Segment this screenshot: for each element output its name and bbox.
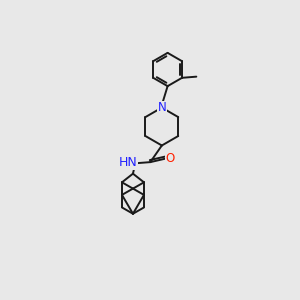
Text: O: O xyxy=(165,152,175,165)
Text: N: N xyxy=(158,101,166,114)
Text: HN: HN xyxy=(119,156,138,169)
